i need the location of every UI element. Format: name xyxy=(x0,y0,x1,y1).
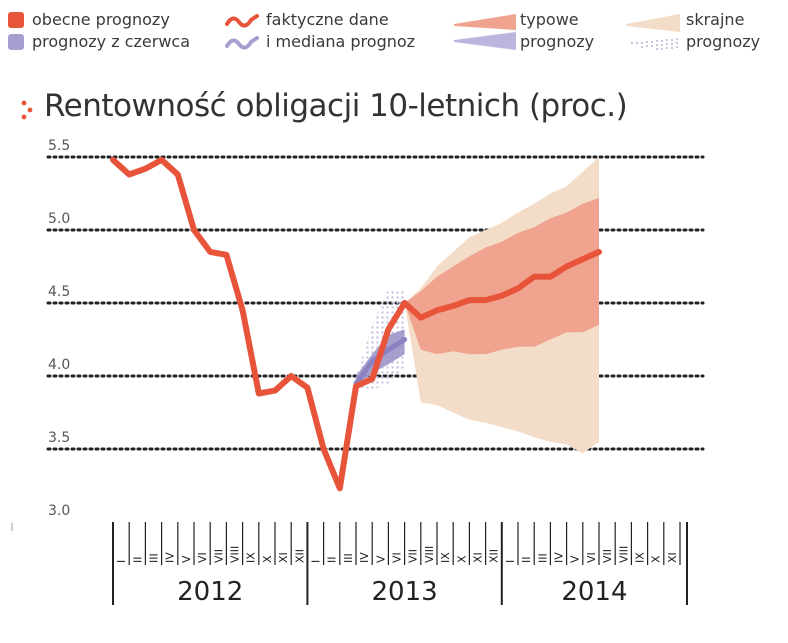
month-tick-label: IX xyxy=(439,552,452,563)
title-dots-icon xyxy=(21,100,33,120)
legend-label-czerwca: prognozy z czerwca xyxy=(32,32,190,51)
y-tick-label: 3.5 xyxy=(48,430,70,446)
month-tick-label: I xyxy=(310,560,323,563)
month-tick-label: V xyxy=(180,555,193,563)
legend-swatch-obecne xyxy=(8,12,24,28)
month-tick-label: II xyxy=(520,557,533,564)
month-tick-label: V xyxy=(374,555,387,563)
y-tick-label: 4.5 xyxy=(48,284,70,300)
month-tick-label: XI xyxy=(472,552,485,563)
month-tick-label: VII xyxy=(212,549,225,563)
month-tick-label: VI xyxy=(585,552,598,563)
legend-swatch-czerwca xyxy=(8,34,24,50)
year-label: 2014 xyxy=(561,577,627,607)
month-tick-label: II xyxy=(326,557,339,564)
month-tick-label: VI xyxy=(391,552,404,563)
month-tick-label: XI xyxy=(277,552,290,563)
month-tick-label: VII xyxy=(601,549,614,563)
month-tick-label: XII xyxy=(488,549,501,563)
legend-label-skrajne-2: prognozy xyxy=(686,32,761,51)
month-tick-label: III xyxy=(536,553,549,563)
month-tick-label: IX xyxy=(634,552,647,563)
legend-swatch-faktyczne xyxy=(225,14,259,50)
legend: obecne prognozy prognozy z czerwca fakty… xyxy=(0,0,788,60)
legend-swatch-typowe xyxy=(454,14,516,50)
legend-label-typowe-1: typowe xyxy=(520,10,579,29)
month-tick-label: X xyxy=(261,555,274,563)
month-tick-label: III xyxy=(342,553,355,563)
month-tick-label: II xyxy=(131,557,144,564)
month-tick-label: VI xyxy=(196,552,209,563)
legend-label-typowe-2: prognozy xyxy=(520,32,595,51)
month-tick-label: XII xyxy=(293,549,306,563)
legend-label-skrajne-1: skrajne xyxy=(686,10,745,29)
month-tick-label: IV xyxy=(358,552,371,563)
series-line-faktyczne xyxy=(110,156,408,492)
y-tick-label: 5.5 xyxy=(48,138,70,154)
month-tick-label: VIII xyxy=(617,546,630,563)
year-label: 2012 xyxy=(177,577,243,607)
year-label: 2013 xyxy=(372,577,438,607)
month-tick-label: X xyxy=(455,555,468,563)
month-tick-label: IV xyxy=(164,552,177,563)
y-tick-label: 5.0 xyxy=(48,211,70,227)
band-typowe-obecne xyxy=(404,197,599,355)
legend-label-mediana: i mediana prognoz xyxy=(266,32,416,51)
month-tick-label: V xyxy=(569,555,582,563)
legend-label-faktyczne: faktyczne dane xyxy=(266,10,389,29)
month-tick-label: X xyxy=(650,555,663,563)
y-tick-label: 4.0 xyxy=(48,357,70,373)
chart-title: Rentowność obligacji 10-letnich (proc.) xyxy=(44,88,628,124)
month-tick-label: I xyxy=(504,560,517,563)
month-tick-label: XI xyxy=(666,552,679,563)
legend-label-obecne: obecne prognozy xyxy=(32,10,170,29)
y-tick-label: 3.0 xyxy=(48,503,70,519)
month-tick-label: VIII xyxy=(229,546,242,563)
month-tick-label: I xyxy=(115,560,128,563)
legend-swatch-skrajne xyxy=(626,14,680,50)
month-tick-label: IV xyxy=(553,552,566,563)
month-tick-label: VIII xyxy=(423,546,436,563)
month-tick-label: VII xyxy=(407,549,420,563)
month-tick-label: III xyxy=(148,553,161,563)
month-tick-label: IX xyxy=(245,552,258,563)
